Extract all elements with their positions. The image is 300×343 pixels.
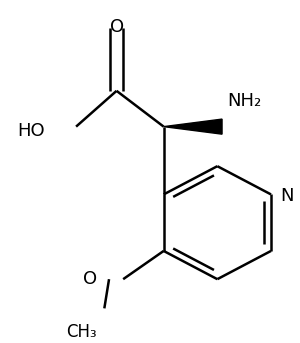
- Text: HO: HO: [17, 122, 45, 140]
- Text: NH₂: NH₂: [228, 92, 262, 110]
- Text: O: O: [110, 18, 124, 36]
- Text: CH₃: CH₃: [66, 323, 97, 341]
- Text: O: O: [83, 270, 97, 288]
- Polygon shape: [164, 119, 222, 134]
- Text: N: N: [280, 187, 294, 205]
